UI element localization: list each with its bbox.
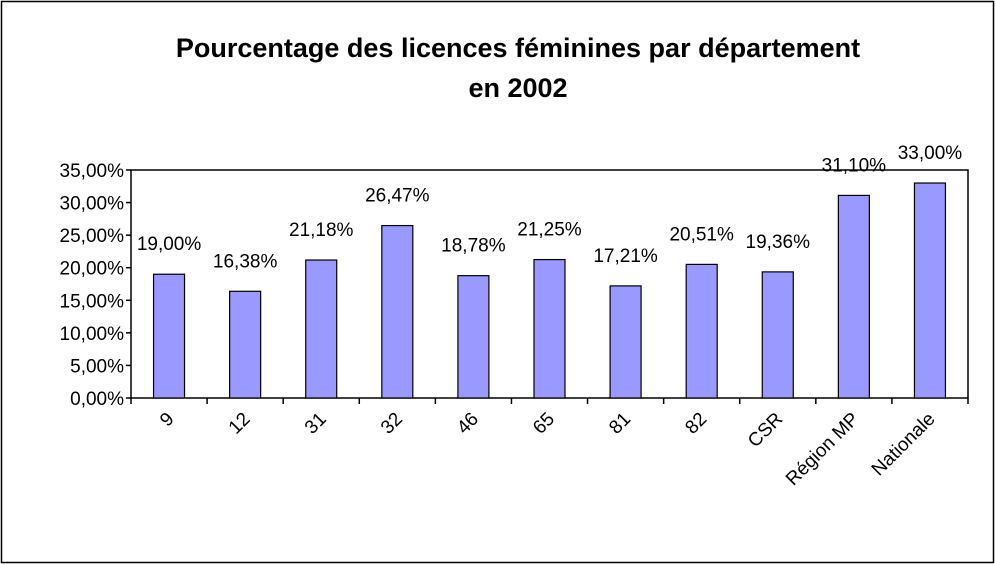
chart-title: Pourcentage des licences féminines par d…	[176, 33, 860, 63]
data-label: 21,18%	[289, 220, 354, 241]
bar	[229, 290, 262, 399]
y-tick-label: 25,00%	[60, 226, 125, 247]
data-label: 19,36%	[746, 232, 811, 253]
y-tick-label: 15,00%	[60, 291, 125, 312]
bar	[381, 224, 414, 399]
y-tick-label: 35,00%	[60, 161, 125, 182]
data-label: 18,78%	[441, 236, 506, 257]
data-label: 19,00%	[137, 234, 202, 255]
data-label: 21,25%	[517, 220, 582, 241]
bar	[913, 182, 947, 399]
bar	[609, 285, 642, 399]
bar	[837, 194, 870, 399]
y-tick-label: 0,00%	[70, 389, 124, 410]
y-tick-label: 5,00%	[70, 356, 124, 377]
bar	[152, 273, 186, 399]
bar	[761, 271, 794, 399]
y-tick-label: 10,00%	[60, 324, 125, 345]
data-label: 20,51%	[669, 224, 734, 245]
bar	[685, 263, 718, 399]
bar	[457, 275, 490, 399]
bar	[533, 258, 566, 399]
data-label: 33,00%	[898, 143, 963, 164]
data-label: 26,47%	[365, 186, 430, 207]
y-tick-label: 20,00%	[60, 259, 125, 280]
data-label: 16,38%	[213, 251, 278, 272]
data-label: 17,21%	[593, 246, 658, 267]
bar	[305, 259, 338, 399]
chart-title: en 2002	[468, 73, 567, 103]
y-tick-label: 30,00%	[60, 194, 125, 215]
data-label: 31,10%	[822, 155, 887, 176]
